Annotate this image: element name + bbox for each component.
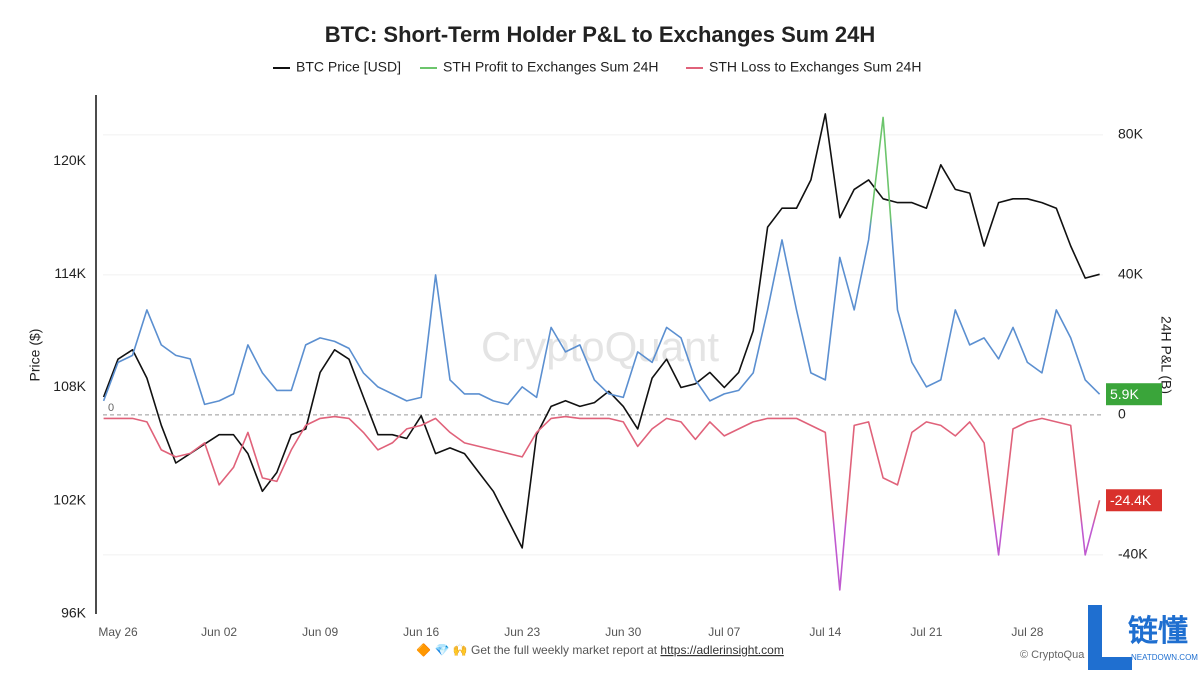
x-tick-label: Jun 09 bbox=[302, 625, 338, 639]
y2-tick-label: 0 bbox=[1118, 406, 1126, 422]
y-axis-title: Price ($) bbox=[27, 329, 43, 382]
series-line bbox=[102, 113, 1100, 549]
x-tick-label: Jun 30 bbox=[605, 625, 641, 639]
y-tick-label: 120K bbox=[53, 152, 86, 168]
end-label: 5.9K bbox=[1110, 386, 1139, 402]
x-tick-label: Jul 07 bbox=[708, 625, 740, 639]
y-tick-label: 114K bbox=[54, 265, 86, 281]
chart-title: BTC: Short-Term Holder P&L to Exchanges … bbox=[325, 22, 876, 47]
y-tick-label: 102K bbox=[53, 491, 86, 507]
legend-label: STH Loss to Exchanges Sum 24H bbox=[709, 59, 921, 75]
legend-label: BTC Price [USD] bbox=[296, 59, 401, 75]
y2-tick-label: 80K bbox=[1118, 126, 1144, 142]
legend-label: STH Profit to Exchanges Sum 24H bbox=[443, 59, 659, 75]
watermark: CryptoQuant bbox=[481, 323, 719, 370]
series-line bbox=[103, 415, 1101, 591]
end-label-box bbox=[1106, 489, 1162, 512]
footer: 🔶 💎 🙌 Get the full weekly market report … bbox=[416, 643, 784, 657]
x-tick-label: Jul 28 bbox=[1011, 625, 1043, 639]
end-label: -24.4K bbox=[1110, 492, 1152, 508]
x-tick-label: Jun 23 bbox=[504, 625, 540, 639]
footer-text: 🔶 💎 🙌 Get the full weekly market report … bbox=[416, 643, 658, 657]
y2-tick-label: 40K bbox=[1118, 266, 1144, 282]
logo-site: NEATDOWN.COM bbox=[1131, 653, 1198, 662]
x-tick-label: May 26 bbox=[98, 625, 138, 639]
logo-name: 链懂 bbox=[1128, 614, 1188, 648]
y2-tick-label: -40K bbox=[1118, 546, 1148, 562]
y-tick-label: 108K bbox=[53, 378, 86, 394]
y2-axis-title: 24H P&L (B) bbox=[1158, 316, 1174, 394]
series-line bbox=[102, 116, 1101, 406]
end-label-box bbox=[1106, 383, 1162, 406]
x-tick-label: Jul 14 bbox=[809, 625, 841, 639]
x-tick-label: Jun 16 bbox=[403, 625, 439, 639]
credit: © CryptoQua bbox=[1020, 649, 1085, 661]
logo-mark bbox=[1088, 605, 1132, 670]
footer-link[interactable]: https://adlerinsight.com bbox=[660, 643, 783, 657]
zero-label: 0 bbox=[108, 402, 114, 414]
x-tick-label: Jun 02 bbox=[201, 625, 237, 639]
x-tick-label: Jul 21 bbox=[910, 625, 942, 639]
y-tick-label: 96K bbox=[61, 605, 87, 621]
